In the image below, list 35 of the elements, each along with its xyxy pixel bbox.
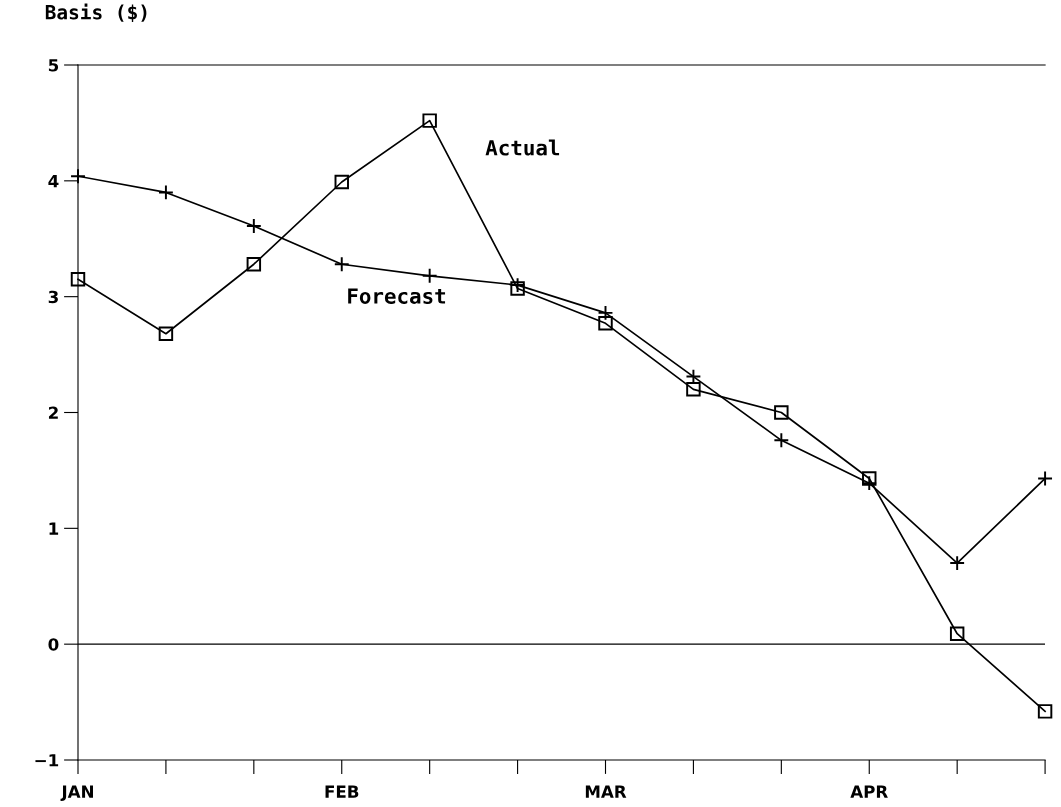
point — [773, 432, 790, 449]
point — [597, 304, 614, 321]
point — [598, 316, 613, 331]
point — [949, 555, 966, 571]
point — [422, 113, 437, 128]
point — [510, 281, 525, 296]
point — [158, 326, 174, 341]
y-tick-label: 2 — [48, 406, 58, 419]
point — [1037, 470, 1053, 487]
y-tick-label: −1 — [35, 754, 59, 767]
series-label: Actual — [485, 139, 560, 156]
y-tick-label: 0 — [48, 638, 59, 651]
y-tick-label: 5 — [48, 59, 59, 72]
y-axis-title: Basis ($) — [45, 3, 147, 23]
y-tick-label: 3 — [48, 290, 58, 304]
point — [949, 626, 965, 641]
point — [246, 257, 262, 272]
x-tick-label: APR — [850, 785, 888, 798]
point — [509, 277, 526, 293]
point — [421, 267, 438, 284]
point — [1037, 704, 1053, 719]
x-tick-label: FEB — [325, 785, 359, 798]
point — [774, 405, 789, 420]
series-label: Forecast — [348, 288, 446, 304]
point — [862, 471, 877, 486]
x-tick-label: JAN — [60, 785, 93, 801]
point — [70, 272, 86, 287]
x-tick-label: MAR — [585, 785, 627, 798]
y-tick-label: 1 — [49, 522, 59, 535]
y-tick-label: 4 — [48, 175, 59, 188]
point — [333, 256, 350, 273]
point — [158, 184, 174, 201]
point — [245, 218, 262, 234]
point — [686, 382, 701, 397]
point — [334, 174, 349, 190]
